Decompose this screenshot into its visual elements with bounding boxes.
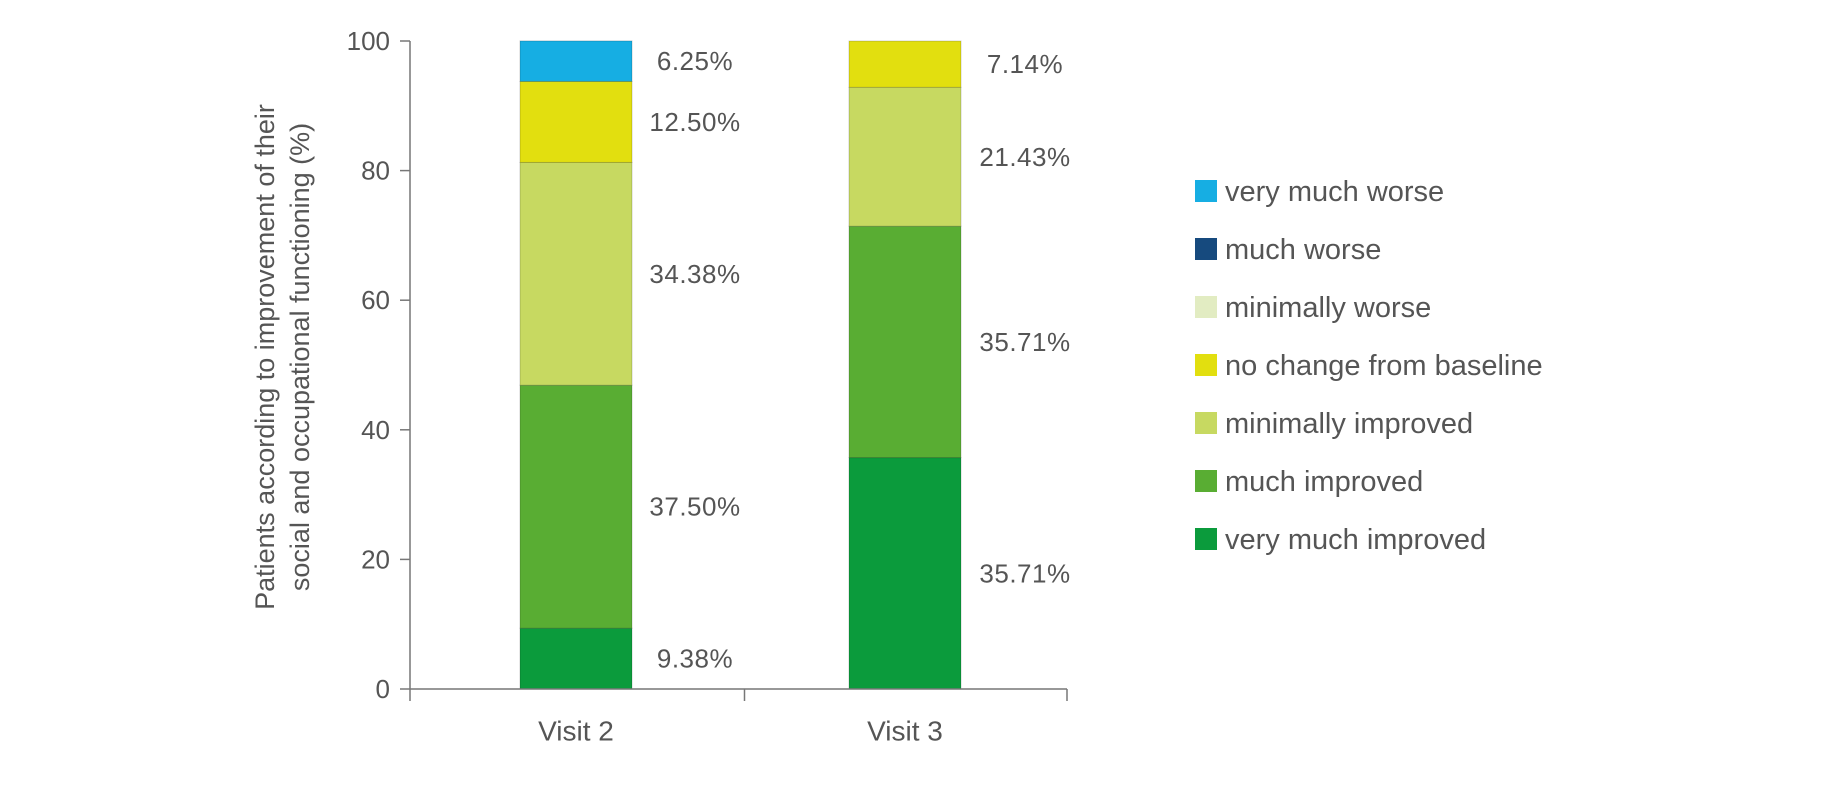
legend-swatch-minimally-worse (1195, 296, 1217, 318)
legend-label-much-improved: much improved (1225, 466, 1423, 498)
data-label-visit-3-no-change-from-baseline: 7.14% (987, 49, 1063, 79)
x-category-label-visit-2: Visit 2 (538, 716, 614, 747)
y-tick-label-60: 60 (361, 285, 390, 315)
bar-segment-visit-2-minimally-improved (519, 161, 633, 386)
y-axis-title-line-2: social and occupational functioning (%) (285, 123, 315, 591)
bar-segment-visit-3-very-much-improved (848, 457, 962, 690)
bar-segment-visit-2-no-change-from-baseline (519, 80, 633, 163)
data-label-visit-2-very-much-improved: 9.38% (657, 644, 733, 674)
y-axis-title: Patients according to improvement of the… (250, 104, 315, 610)
legend-swatch-very-much-worse (1195, 180, 1217, 202)
bar-segment-visit-2-very-much-worse (519, 40, 633, 82)
y-axis-title-line-1: Patients according to improvement of the… (250, 104, 280, 610)
legend-swatch-much-improved (1195, 470, 1217, 492)
bar-segment-visit-3-minimally-improved (848, 86, 962, 227)
y-tick-label-0: 0 (376, 674, 390, 704)
x-category-label-visit-3: Visit 3 (867, 716, 943, 747)
legend-label-very-much-improved: very much improved (1225, 524, 1486, 556)
data-label-visit-2-minimally-improved: 34.38% (649, 259, 740, 289)
legend-label-minimally-worse: minimally worse (1225, 292, 1431, 324)
y-tick-label-80: 80 (361, 156, 390, 186)
legend-swatch-very-much-improved (1195, 528, 1217, 550)
data-label-visit-3-much-improved: 35.71% (979, 327, 1070, 357)
data-label-visit-2-very-much-worse: 6.25% (657, 46, 733, 76)
legend: very much worse much worse minimally worse… (1195, 176, 1543, 556)
y-tick-label-40: 40 (361, 415, 390, 445)
data-label-visit-2-no-change-from-baseline: 12.50% (649, 107, 740, 137)
legend-label-minimally-improved: minimally improved (1225, 408, 1473, 440)
data-labels-group: 9.38% 37.50% 34.38% 12.50% 6.25% 35.71% 35.71%… (649, 46, 1070, 673)
legend-swatch-much-worse (1195, 238, 1217, 260)
bar-segment-visit-3-no-change-from-baseline (848, 40, 962, 88)
legend-swatch-minimally-improved (1195, 412, 1217, 434)
data-label-visit-2-much-improved: 37.50% (649, 492, 740, 522)
y-tick-label-20: 20 (361, 544, 390, 574)
legend-label-no-change-from-baseline: no change from baseline (1225, 350, 1543, 382)
legend-label-much-worse: much worse (1225, 234, 1381, 266)
bar-segment-visit-2-very-much-improved (519, 627, 633, 690)
legend-swatch-no-change-from-baseline (1195, 354, 1217, 376)
data-label-visit-3-minimally-improved: 21.43% (979, 142, 1070, 172)
y-tick-label-100: 100 (347, 26, 390, 56)
data-label-visit-3-very-much-improved: 35.71% (979, 558, 1070, 588)
bar-segment-visit-3-much-improved (848, 225, 962, 459)
legend-label-very-much-worse: very much worse (1225, 176, 1444, 208)
axes-group: 0 20 40 60 80 100 Visit 2 Visit 3 (347, 26, 1068, 747)
bar-segment-visit-2-much-improved (519, 384, 633, 629)
bars-group (519, 40, 962, 690)
